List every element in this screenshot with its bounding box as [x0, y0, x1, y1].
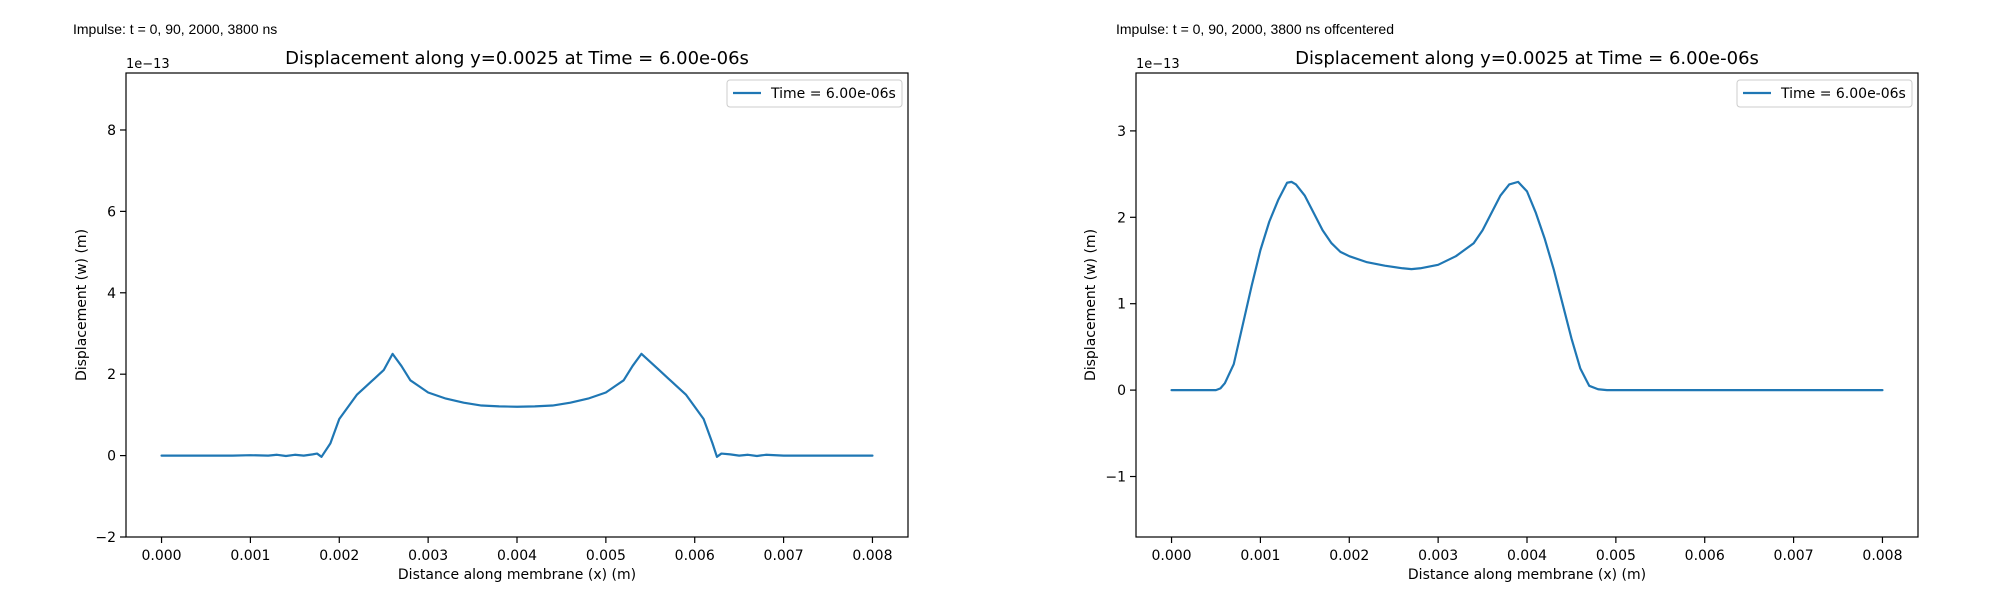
y-tick-label-3: 2 [1117, 210, 1126, 226]
y-axis-label-right: Displacement (w) (m) [1083, 229, 1099, 381]
x-tick-label-1: 0.001 [230, 548, 270, 564]
y-tick-label-4: 3 [1117, 124, 1126, 140]
x-tick-label-5: 0.005 [586, 548, 626, 564]
y-tick-label-0: −2 [95, 530, 116, 546]
legend-right: Time = 6.00e-06s [1736, 79, 1913, 108]
legend-box-left [726, 79, 903, 108]
y-offset-label-right: 1e−13 [1136, 57, 1180, 72]
x-tick-label-3: 0.003 [408, 548, 448, 564]
series-group-left [160, 352, 874, 458]
x-axis-label-left: Distance along membrane (x) (m) [398, 567, 636, 583]
y-tick-label-2: 2 [107, 367, 116, 383]
legend-left: Time = 6.00e-06s [726, 79, 903, 108]
y-axis-label-left: Displacement (w) (m) [74, 229, 90, 381]
figure-caption-right: Impulse: t = 0, 90, 2000, 3800 ns offcen… [1116, 21, 1394, 37]
figure-caption-left: Impulse: t = 0, 90, 2000, 3800 ns [73, 21, 277, 37]
chart-panel-left: Impulse: t = 0, 90, 2000, 3800 ns Displa… [73, 21, 909, 583]
legend-box-right [1736, 79, 1913, 108]
y-tick-label-1: 0 [1117, 383, 1126, 399]
x-tick-label-1: 0.001 [1240, 548, 1280, 564]
x-tick-label-6: 0.006 [675, 548, 715, 564]
series-line-0 [160, 352, 874, 458]
x-tick-label-7: 0.007 [764, 548, 804, 564]
y-tick-label-4: 6 [107, 204, 116, 220]
x-tick-label-8: 0.008 [1862, 548, 1902, 564]
y-tick-label-5: 8 [107, 123, 116, 139]
x-tick-label-2: 0.002 [319, 548, 359, 564]
x-tick-label-7: 0.007 [1774, 548, 1814, 564]
x-tick-label-0: 0.000 [141, 548, 181, 564]
x-tick-label-3: 0.003 [1418, 548, 1458, 564]
x-tick-label-6: 0.006 [1685, 548, 1725, 564]
x-axis-label-right: Distance along membrane (x) (m) [1408, 567, 1646, 583]
x-tick-label-4: 0.004 [1507, 548, 1547, 564]
ticks-right: 0.000 0.001 0.002 0.003 0.004 0.005 0.006 0.007… [1105, 124, 1902, 564]
axes-frame-right [1135, 72, 1919, 538]
y-tick-label-1: 0 [107, 449, 116, 465]
chart-title-right: Displacement along y=0.0025 at Time = 6.… [1295, 48, 1759, 69]
chart-panel-right: Impulse: t = 0, 90, 2000, 3800 ns offcen… [1083, 21, 1919, 583]
legend-label-right: Time = 6.00e-06s [1780, 86, 1906, 102]
x-tick-label-8: 0.008 [852, 548, 892, 564]
chart-title-left: Displacement along y=0.0025 at Time = 6.… [285, 48, 749, 69]
series-line-0 [1170, 180, 1884, 392]
y-tick-label-3: 4 [107, 286, 116, 302]
ticks-left: 0.000 0.001 0.002 0.003 0.004 0.005 0.006 0.007… [95, 123, 892, 564]
x-tick-label-4: 0.004 [497, 548, 537, 564]
y-tick-label-0: −1 [1105, 470, 1126, 486]
axes-frame-left [125, 72, 909, 538]
x-tick-label-5: 0.005 [1596, 548, 1636, 564]
series-group-right [1170, 180, 1884, 392]
y-tick-label-2: 1 [1117, 297, 1126, 313]
x-tick-label-0: 0.000 [1151, 548, 1191, 564]
y-offset-label-left: 1e−13 [126, 57, 170, 72]
x-tick-label-2: 0.002 [1329, 548, 1369, 564]
legend-label-left: Time = 6.00e-06s [770, 86, 896, 102]
